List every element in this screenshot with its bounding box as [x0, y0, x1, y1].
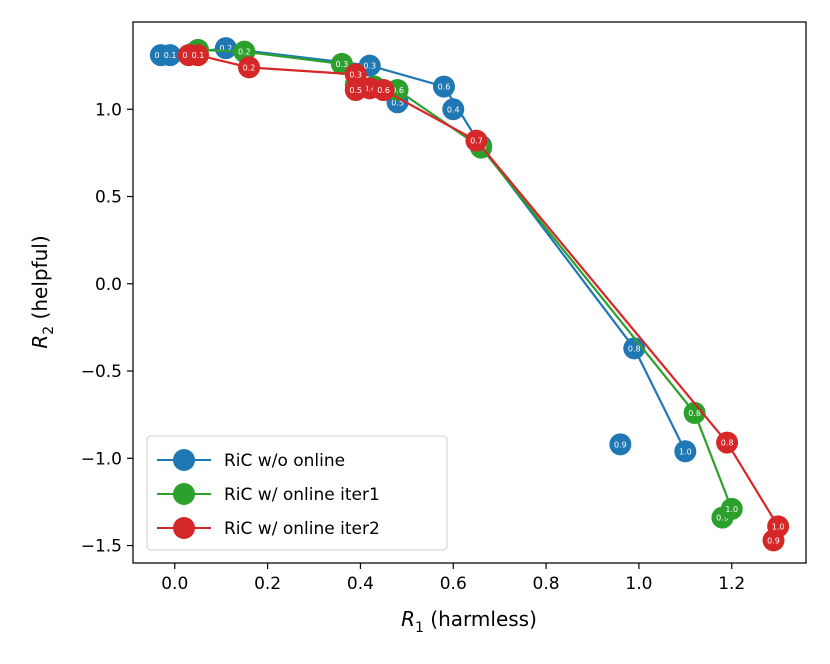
data-point-label: 0.6: [438, 83, 451, 92]
x-axis-label-var: R: [401, 607, 415, 631]
data-point-label: 0.6: [377, 86, 390, 95]
plot-frame: [132, 21, 807, 564]
data-point: [214, 37, 237, 60]
data-point-label: 0.2: [238, 48, 251, 57]
y-axis-label-var: R: [28, 335, 52, 349]
y-axis-ticks: −1.5 −1.0 −0.5 0.0 0.5 1.0: [81, 100, 133, 557]
x-axis-label: R1 (harmless): [401, 607, 537, 636]
y-tick-label: −1.5: [81, 537, 122, 557]
legend-label: RiC w/ online iter2: [224, 519, 380, 539]
legend-entry-ric-online-iter2: RiC w/ online iter2: [157, 517, 380, 539]
legend-label: RiC w/o online: [224, 451, 345, 471]
data-point-label: 0.4: [363, 84, 376, 93]
data-point-label: 0.1: [164, 51, 177, 60]
data-point-label: 0.2: [219, 44, 232, 53]
data-point-label: 0.7: [470, 137, 483, 146]
x-axis-label-sub: 1: [415, 620, 424, 636]
legend-swatch-marker: [173, 449, 195, 471]
legend-entry-ric-wo-online: RiC w/o online: [157, 449, 345, 471]
x-axis-ticks: 0.0 0.2 0.4 0.6 0.8 1.0 1.2: [161, 563, 745, 594]
legend-swatch-marker: [173, 483, 195, 505]
data-point-label: 0.8: [628, 344, 641, 353]
y-tick-label: 1.0: [95, 100, 122, 120]
data-point-label: 0.5: [349, 86, 362, 95]
data-point: [683, 401, 706, 424]
x-tick-label: 0.2: [254, 574, 281, 594]
data-point: [465, 129, 488, 152]
data-point-label: 1.0: [679, 447, 692, 456]
data-point: [432, 75, 455, 98]
data-point-label: 0.9: [767, 536, 780, 545]
y-tick-label: 0.0: [95, 275, 122, 295]
series-layer: 0.00.10.20.30.40.50.60.70.80.91.00.00.10…: [149, 37, 790, 552]
data-point: [442, 98, 465, 121]
data-point-label: 0.3: [335, 60, 348, 69]
data-point: [716, 431, 739, 454]
legend-box: [146, 435, 448, 551]
x-axis-label-rest: (harmless): [424, 607, 537, 631]
data-point-label: 0.9: [716, 514, 729, 523]
data-point-label: 0.2: [243, 63, 256, 72]
data-point-label: 0.5: [391, 98, 404, 107]
data-point: [674, 440, 697, 463]
data-point: [767, 515, 790, 538]
y-tick-label: 0.5: [95, 188, 122, 208]
data-point: [609, 433, 632, 456]
legend-entry-ric-online-iter1: RiC w/ online iter1: [157, 483, 380, 505]
data-point: [720, 497, 743, 520]
data-point-label: 0.4: [447, 105, 460, 114]
data-point: [238, 56, 261, 79]
legend-label: RiC w/ online iter1: [224, 485, 380, 505]
data-point: [372, 79, 395, 102]
data-point: [186, 44, 209, 67]
series-3: 0.00.10.20.30.40.50.60.70.80.91.0: [177, 44, 790, 552]
data-point-label: 0.3: [349, 70, 362, 79]
legend-swatch-marker: [173, 517, 195, 539]
data-point: [344, 63, 367, 86]
data-point-label: 0.6: [391, 86, 404, 95]
y-axis-label-sub: 2: [41, 326, 57, 335]
data-point-label: 0.8: [721, 439, 734, 448]
y-tick-label: −1.0: [81, 449, 122, 469]
y-axis-label: R2 (helpful): [28, 235, 57, 348]
data-point: [344, 79, 367, 102]
x-tick-label: 0.0: [161, 574, 188, 594]
x-tick-label: 1.2: [718, 574, 745, 594]
data-point-label: 1.0: [725, 505, 738, 514]
data-point-label: 0.8: [688, 409, 701, 418]
data-point: [159, 44, 182, 67]
data-point-label: 0.3: [363, 62, 376, 71]
y-tick-label: −0.5: [81, 362, 122, 382]
y-axis-label-rest: (helpful): [28, 235, 52, 325]
data-point-label: 0.1: [192, 51, 205, 60]
data-point-label: 1.0: [772, 522, 785, 531]
legend: RiC w/o online RiC w/ online iter1 RiC w…: [146, 435, 448, 551]
x-tick-label: 0.4: [347, 574, 374, 594]
x-tick-label: 1.0: [625, 574, 652, 594]
data-point-label: 0.9: [614, 440, 627, 449]
x-tick-label: 0.8: [533, 574, 560, 594]
series-1: 0.00.10.20.30.40.50.60.70.80.91.0: [149, 37, 697, 463]
x-tick-label: 0.6: [440, 574, 467, 594]
data-point: [623, 337, 646, 360]
